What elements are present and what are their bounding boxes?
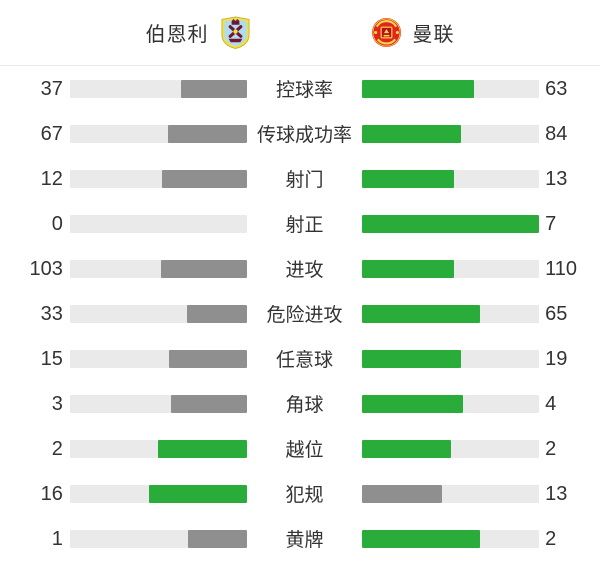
- home-value: 3: [51, 392, 63, 415]
- stat-row: 67 传球成功率 84: [0, 111, 600, 156]
- stat-row: 103 进攻 110: [0, 246, 600, 291]
- home-bar-track: [69, 214, 247, 233]
- home-bar-track: [69, 349, 247, 368]
- home-value: 0: [51, 212, 63, 235]
- away-value: 2: [545, 437, 557, 460]
- home-bar-fill: [181, 79, 247, 98]
- away-bar-fill: [362, 349, 462, 368]
- away-value: 4: [545, 392, 557, 415]
- away-bar-track: [362, 124, 540, 143]
- home-bar-track: [69, 304, 247, 323]
- away-bar-track: [362, 304, 540, 323]
- home-value: 15: [40, 347, 63, 370]
- home-value: 67: [40, 122, 63, 145]
- home-bar-fill: [161, 259, 247, 278]
- stat-label: 射门: [285, 170, 324, 191]
- stat-label: 进攻: [285, 260, 324, 281]
- home-value: 16: [40, 482, 63, 505]
- away-value: 13: [545, 482, 568, 505]
- away-bar-track: [362, 79, 540, 98]
- home-bar-track: [69, 124, 247, 143]
- home-value: 33: [40, 302, 63, 325]
- home-team: 伯恩利: [146, 16, 251, 49]
- stat-row: 3 角球 4: [0, 381, 600, 426]
- home-bar-fill: [168, 349, 247, 368]
- stat-label: 危险进攻: [266, 305, 343, 326]
- away-bar-fill: [362, 394, 464, 413]
- stat-row: 16 犯规 13: [0, 471, 600, 516]
- home-bar-track: [69, 484, 247, 503]
- away-value: 84: [545, 122, 568, 145]
- home-team-name: 伯恩利: [145, 24, 209, 46]
- home-value: 12: [40, 167, 63, 190]
- home-value: 1: [51, 527, 63, 550]
- away-bar-track: [362, 439, 540, 458]
- away-bar-track: [362, 394, 540, 413]
- home-bar-track: [69, 79, 247, 98]
- home-bar-fill: [149, 484, 247, 503]
- away-team-name: 曼联: [412, 24, 455, 46]
- home-bar-fill: [158, 439, 247, 458]
- away-bar-track: [362, 529, 540, 548]
- away-bar-fill: [362, 529, 481, 548]
- manutd-crest-icon: [371, 17, 401, 48]
- away-bar-fill: [362, 79, 474, 98]
- stat-row: 37 控球率 63: [0, 66, 600, 111]
- away-value: 13: [545, 167, 568, 190]
- stat-label: 任意球: [275, 350, 333, 371]
- home-bar-track: [69, 439, 247, 458]
- home-bar-track: [69, 169, 247, 188]
- away-team: 曼联: [371, 16, 455, 49]
- home-bar-fill: [170, 394, 247, 413]
- stat-row: 0 射正 7: [0, 201, 600, 246]
- away-bar-fill: [362, 304, 480, 323]
- stat-label: 角球: [285, 395, 324, 416]
- away-bar-track: [362, 259, 540, 278]
- burnley-crest-icon: [220, 16, 250, 49]
- away-value: 7: [545, 212, 557, 235]
- away-bar-fill: [362, 484, 442, 503]
- away-bar-fill: [362, 214, 540, 233]
- stat-label: 黄牌: [285, 530, 324, 551]
- stat-label: 射正: [285, 215, 324, 236]
- stat-label: 控球率: [275, 80, 333, 101]
- home-value: 37: [40, 77, 63, 100]
- home-bar-track: [69, 394, 247, 413]
- away-value: 110: [545, 257, 577, 280]
- stat-row: 2 越位 2: [0, 426, 600, 471]
- stat-row: 12 射门 13: [0, 156, 600, 201]
- home-value: 103: [29, 257, 63, 280]
- home-bar-fill: [161, 169, 247, 188]
- away-bar-track: [362, 214, 540, 233]
- stat-label: 传球成功率: [256, 125, 352, 146]
- stat-row: 1 黄牌 2: [0, 516, 600, 561]
- away-bar-fill: [362, 439, 451, 458]
- away-bar-track: [362, 484, 540, 503]
- away-bar-fill: [362, 169, 455, 188]
- home-value: 2: [51, 437, 63, 460]
- stats-list: 37 控球率 63 67 传球成功率 84 12: [0, 66, 600, 561]
- away-value: 2: [545, 527, 557, 550]
- stat-row: 33 危险进攻 65: [0, 291, 600, 336]
- home-bar-track: [69, 259, 247, 278]
- match-header: 伯恩利 曼联: [0, 0, 600, 66]
- away-bar-fill: [362, 259, 454, 278]
- home-bar-fill: [168, 124, 247, 143]
- stat-row: 15 任意球 19: [0, 336, 600, 381]
- stat-label: 犯规: [285, 485, 324, 506]
- home-bar-fill: [187, 529, 247, 548]
- away-value: 65: [545, 302, 568, 325]
- away-bar-track: [362, 349, 540, 368]
- stat-label: 越位: [285, 440, 324, 461]
- home-bar-track: [69, 529, 247, 548]
- away-value: 63: [545, 77, 568, 100]
- away-bar-track: [362, 169, 540, 188]
- away-bar-fill: [362, 124, 461, 143]
- away-value: 19: [545, 347, 568, 370]
- home-bar-fill: [187, 304, 247, 323]
